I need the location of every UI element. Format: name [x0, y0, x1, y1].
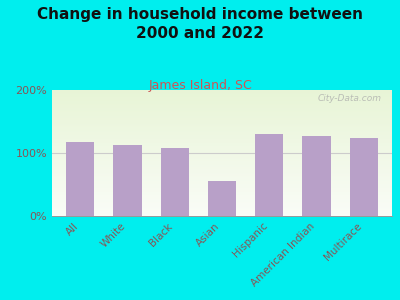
- Bar: [113, 145, 142, 216]
- Bar: [255, 134, 283, 216]
- Text: Change in household income between
2000 and 2022: Change in household income between 2000 …: [37, 8, 363, 41]
- Bar: [66, 142, 94, 216]
- Text: James Island, SC: James Island, SC: [148, 80, 252, 92]
- Text: City-Data.com: City-Data.com: [318, 94, 382, 103]
- Bar: [208, 181, 236, 216]
- Bar: [302, 136, 331, 216]
- Bar: [350, 138, 378, 216]
- Bar: [161, 148, 189, 216]
